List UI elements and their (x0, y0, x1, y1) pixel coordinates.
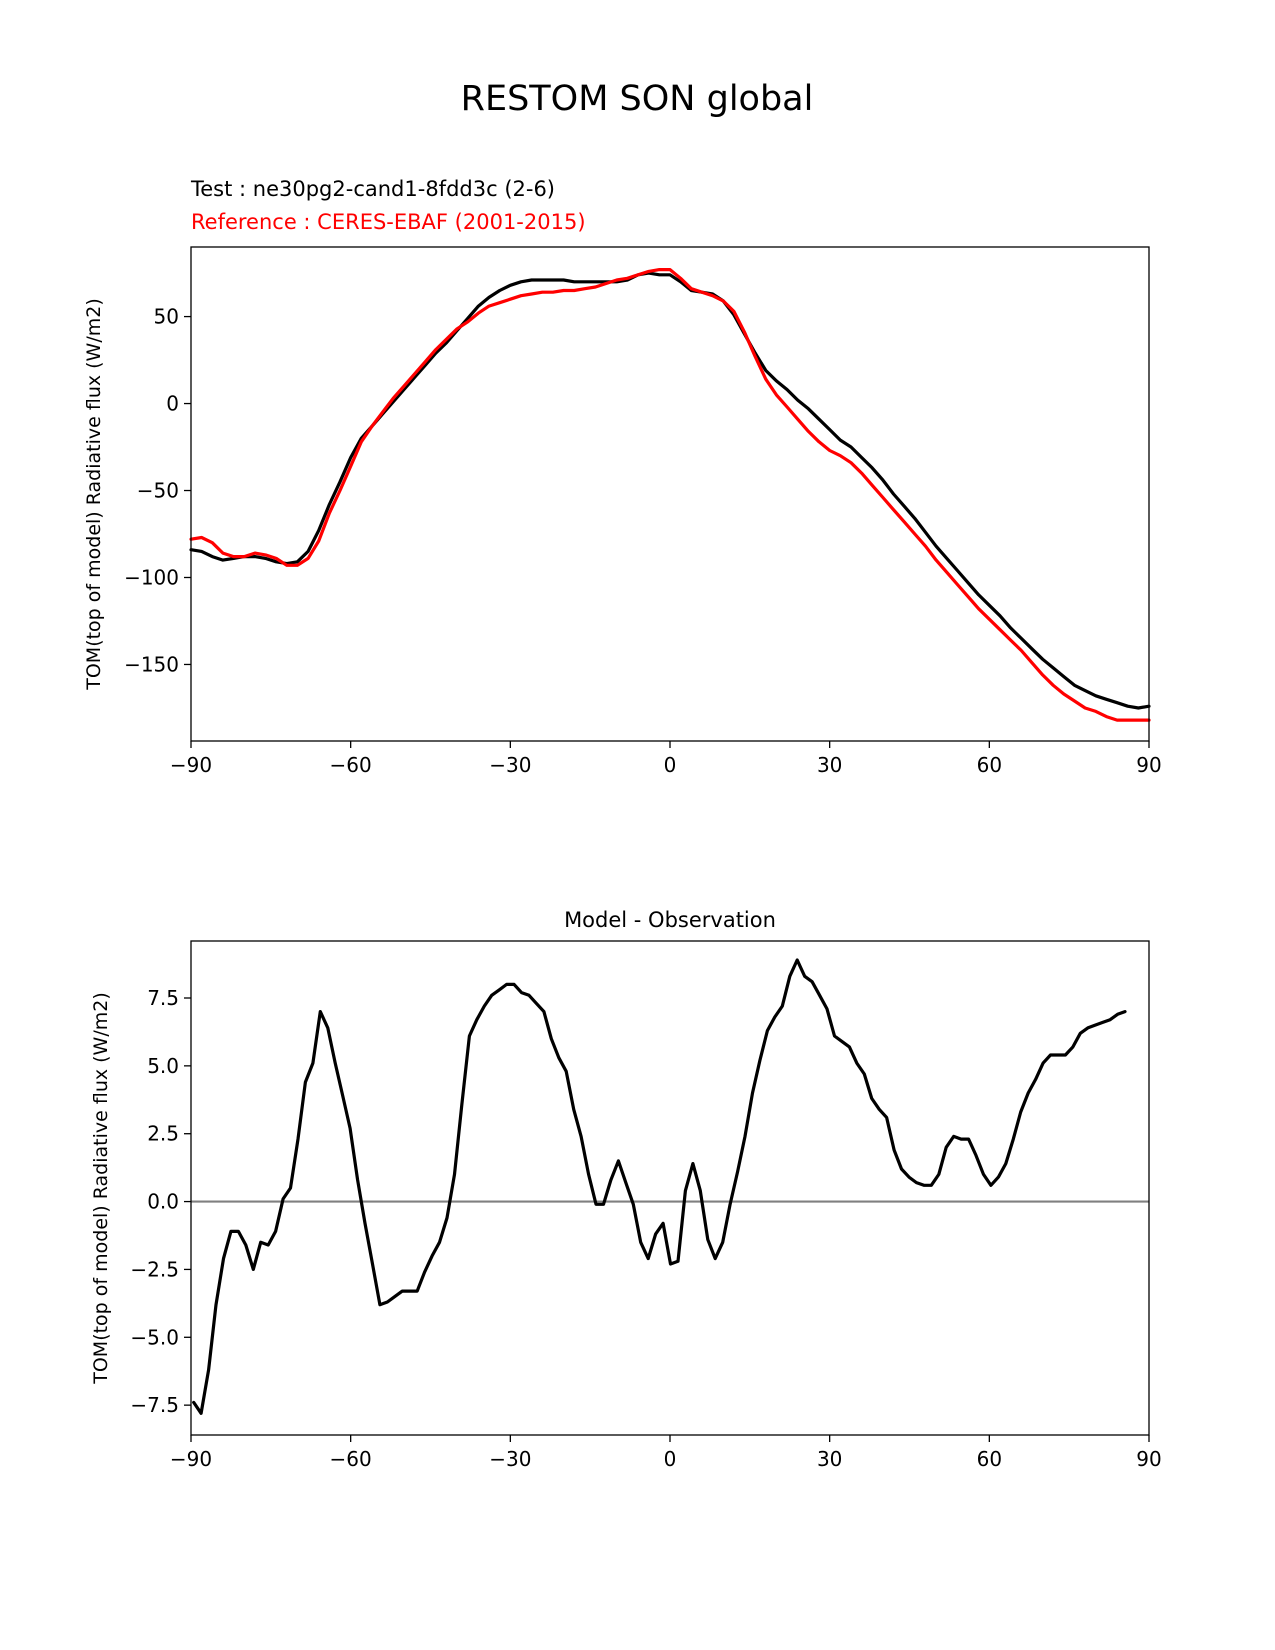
x-tick-label: 30 (817, 753, 842, 777)
top-axes-frame (190, 246, 1150, 742)
y-tick-label: −5.0 (130, 1325, 179, 1349)
top-yticks: −150 −100 −50 0 50 (124, 305, 191, 676)
bottom-title: Model - Observation (564, 908, 776, 932)
x-tick-label: 0 (664, 1447, 677, 1471)
y-tick-label: −50 (137, 479, 179, 503)
x-tick-label: 60 (977, 1447, 1002, 1471)
y-tick-label: 7.5 (147, 986, 179, 1010)
x-tick-label: 90 (1136, 1447, 1161, 1471)
x-tick-label: 60 (977, 753, 1002, 777)
bottom-axes-frame (190, 940, 1150, 1436)
top-reference-title: Reference : CERES-EBAF (2001-2015) (191, 210, 586, 234)
x-tick-label: −30 (489, 753, 531, 777)
bottom-series-line-0 (192, 958, 1127, 1415)
x-tick-label: −90 (170, 1447, 212, 1471)
x-tick-label: −60 (330, 753, 372, 777)
y-tick-label: 2.5 (147, 1122, 179, 1146)
figure-suptitle: RESTOM SON global (461, 79, 814, 119)
x-tick-label: 90 (1136, 753, 1161, 777)
bottom-panel: Model - Observation TOM(top of model) Ra… (90, 908, 1162, 1471)
bottom-ylabel: TOM(top of model) Radiative flux (W/m2) (90, 992, 112, 1385)
x-tick-label: −30 (489, 1447, 531, 1471)
x-tick-label: 0 (664, 753, 677, 777)
x-tick-label: 30 (817, 1447, 842, 1471)
y-tick-label: 5.0 (147, 1054, 179, 1078)
x-tick-label: −90 (170, 753, 212, 777)
bottom-series (192, 958, 1127, 1415)
x-tick-label: −60 (330, 1447, 372, 1471)
top-series-line-1 (189, 268, 1151, 722)
top-panel: Test : ne30pg2-cand1-8fdd3c (2-6) Refere… (83, 177, 1162, 777)
top-series-line-0 (189, 271, 1151, 710)
y-tick-label: −7.5 (130, 1393, 179, 1417)
top-ylabel: TOM(top of model) Radiative flux (W/m2) (83, 298, 105, 691)
top-series (189, 268, 1151, 722)
top-xticks: −90 −60 −30 0 30 60 90 (170, 741, 1162, 777)
bottom-xticks: −90 −60 −30 0 30 60 90 (170, 1435, 1162, 1471)
y-tick-label: 0 (166, 392, 179, 416)
y-tick-label: −150 (124, 652, 179, 676)
y-tick-label: −2.5 (130, 1257, 179, 1281)
bottom-yticks: −7.5 −5.0 −2.5 0.0 2.5 5.0 7.5 (130, 986, 191, 1417)
y-tick-label: −100 (124, 565, 179, 589)
y-tick-label: 50 (154, 305, 179, 329)
y-tick-label: 0.0 (147, 1190, 179, 1214)
top-test-title: Test : ne30pg2-cand1-8fdd3c (2-6) (190, 177, 555, 201)
